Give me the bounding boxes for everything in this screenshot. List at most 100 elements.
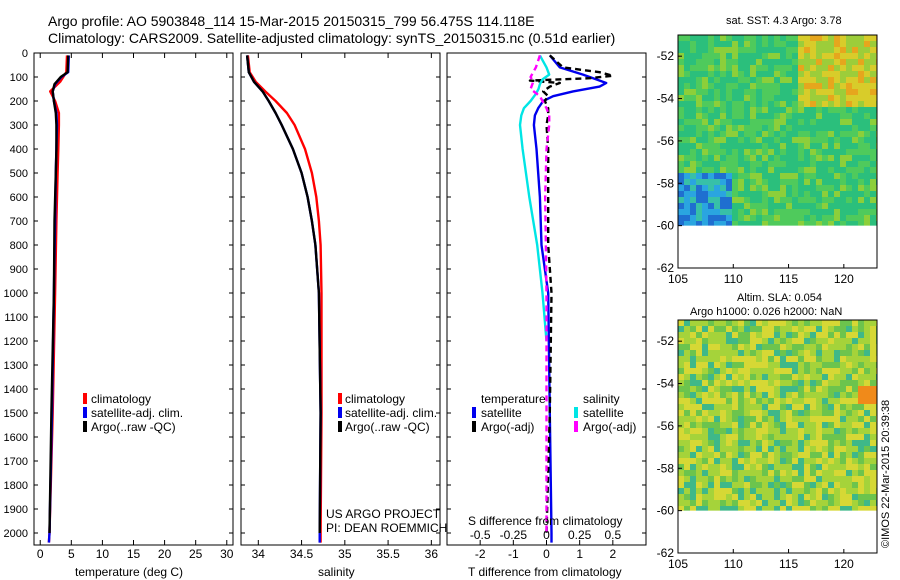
map-cell [714, 458, 720, 464]
map-cell [846, 149, 852, 155]
legend-label-satellite: satellite-adj. clim. [345, 406, 437, 420]
map-cell [720, 185, 726, 191]
map-cell [792, 131, 798, 137]
map-x-tick-label: 115 [779, 557, 798, 571]
map-cell [762, 434, 768, 440]
map-cell [864, 191, 870, 197]
map-cell [768, 89, 774, 95]
map-cell [744, 320, 750, 326]
map-cell [858, 404, 864, 410]
map-cell [726, 440, 732, 446]
map-cell [726, 428, 732, 434]
map-cell [804, 107, 810, 113]
map-cell [762, 440, 768, 446]
map-cell [774, 398, 780, 404]
map-cell [858, 167, 864, 173]
map-cell [858, 392, 864, 398]
map-cell [810, 386, 816, 392]
map-cell [702, 332, 708, 338]
map-cell [822, 470, 828, 476]
map-cell [852, 215, 858, 221]
map-cell [696, 119, 702, 125]
map-cell [726, 77, 732, 83]
map-cell [774, 392, 780, 398]
map-cell [744, 149, 750, 155]
map-cell [780, 482, 786, 488]
map-cell [690, 440, 696, 446]
map-cell [756, 476, 762, 482]
map-cell [714, 332, 720, 338]
map-cell [684, 35, 690, 41]
map-cell [798, 398, 804, 404]
map-cell [810, 488, 816, 494]
map-cell [810, 398, 816, 404]
map-cell [756, 404, 762, 410]
map-cell [720, 197, 726, 203]
map-cell [756, 77, 762, 83]
map-cell [738, 428, 744, 434]
map-cell [678, 215, 684, 221]
map-cell [828, 197, 834, 203]
map-cell [750, 344, 756, 350]
map-cell [840, 440, 846, 446]
map-cell [852, 458, 858, 464]
depth-tick-label: 400 [10, 144, 28, 156]
map-y-tick-label: -54 [657, 92, 675, 106]
map-cell [738, 149, 744, 155]
map-cell [834, 422, 840, 428]
map-cell [780, 167, 786, 173]
map-cell [750, 470, 756, 476]
map-cell [810, 422, 816, 428]
map-cell [762, 173, 768, 179]
map-cell [678, 101, 684, 107]
map-cell [846, 137, 852, 143]
map-cell [744, 392, 750, 398]
map-cell [702, 107, 708, 113]
map-cell [828, 221, 834, 226]
map-cell [750, 386, 756, 392]
map-cell [834, 344, 840, 350]
map-cell [732, 350, 738, 356]
map-y-tick-label: -60 [657, 504, 675, 518]
map-cell [690, 416, 696, 422]
map-y-tick-label: -52 [657, 334, 675, 348]
map-cell [744, 410, 750, 416]
map-cell [864, 344, 870, 350]
map-cell [762, 179, 768, 185]
map-cell [762, 344, 768, 350]
map-cell [714, 356, 720, 362]
map-cell [714, 137, 720, 143]
map-cell [774, 344, 780, 350]
map-cell [804, 59, 810, 65]
map-cell [786, 356, 792, 362]
map-cell [738, 332, 744, 338]
map-cell [684, 191, 690, 197]
map-cell [756, 458, 762, 464]
legend-label-argo: Argo(..raw -QC) [345, 420, 430, 434]
map-cell [864, 428, 870, 434]
map-cell [858, 488, 864, 494]
map-cell [708, 320, 714, 326]
map-cell [756, 452, 762, 458]
map-cell [756, 338, 762, 344]
map-cell [858, 41, 864, 47]
legend-label-sal-satellite: satellite [583, 406, 624, 420]
map-cell [834, 350, 840, 356]
map-cell [786, 77, 792, 83]
map-cell [696, 197, 702, 203]
map-cell [846, 59, 852, 65]
map-cell [696, 203, 702, 209]
map-cell [768, 326, 774, 332]
map-cell [762, 125, 768, 131]
map-cell [828, 386, 834, 392]
map-cell [816, 179, 822, 185]
map-cell [744, 173, 750, 179]
map-cell [678, 209, 684, 215]
map-cell [684, 356, 690, 362]
map-cell [726, 344, 732, 350]
map-cell [858, 500, 864, 506]
map-cell [756, 488, 762, 494]
map-cell [750, 506, 756, 511]
map-cell [768, 458, 774, 464]
map-cell [816, 125, 822, 131]
